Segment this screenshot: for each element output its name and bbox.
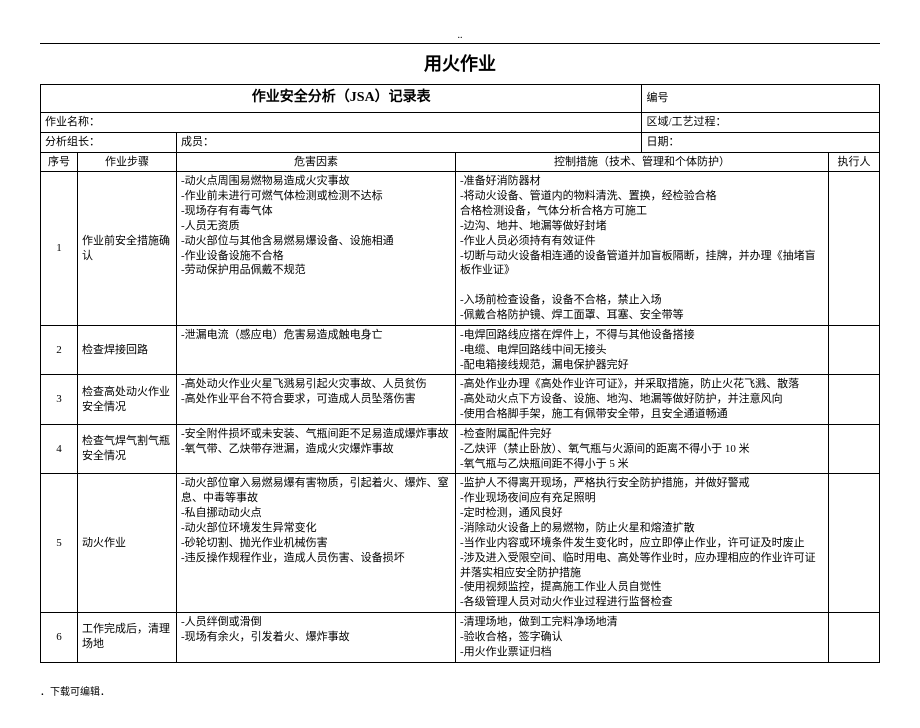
col-seq: 序号: [41, 152, 78, 172]
table-row: 6工作完成后，清理场地-人员绊倒或滑倒 -现场有余火，引发着火、爆炸事故-清理场…: [41, 613, 880, 663]
cell-seq: 4: [41, 424, 78, 474]
cell-seq: 1: [41, 172, 78, 325]
col-control: 控制措施（技术、管理和个体防护）: [456, 152, 829, 172]
cell-control: -电焊回路线应搭在焊件上，不得与其他设备搭接 -电缆、电焊回路线中间无接头 -配…: [456, 325, 829, 375]
table-row: 1作业前安全措施确认-动火点周围易燃物易造成火灾事故 -作业前未进行可燃气体检测…: [41, 172, 880, 325]
subtitle: 作业安全分析（JSA）记录表: [41, 85, 642, 113]
cell-executor: [829, 375, 880, 425]
cell-control: -清理场地，做到工完料净场地清 -验收合格，签字确认 -用火作业票证归档: [456, 613, 829, 663]
table-row: 4检查气焊气割气瓶安全情况-安全附件损坏或未安装、气瓶间距不足易造成爆炸事故 -…: [41, 424, 880, 474]
cell-executor: [829, 474, 880, 613]
header-row: 序号 作业步骤 危害因素 控制措施（技术、管理和个体防护） 执行人: [41, 152, 880, 172]
cell-control: -高处作业办理《高处作业许可证》，并采取措施，防止火花飞溅、散落 -高处动火点下…: [456, 375, 829, 425]
cell-control: -检查附属配件完好 -乙炔评（禁止卧放）、氧气瓶与火源间的距离不得小于 10 米…: [456, 424, 829, 474]
page-title: 用火作业: [40, 50, 880, 76]
cell-step: 动火作业: [78, 474, 177, 613]
col-hazard: 危害因素: [177, 152, 456, 172]
cell-control: -监护人不得离开现场，严格执行安全防护措施，并做好警戒 -作业现场夜间应有充足照…: [456, 474, 829, 613]
meta-row-2: 分析组长： 成员： 日期：: [41, 132, 880, 152]
cell-hazard: -人员绊倒或滑倒 -现场有余火，引发着火、爆炸事故: [177, 613, 456, 663]
top-rule: [40, 43, 880, 44]
area-label: 区域/工艺过程：: [642, 112, 880, 132]
jsa-table: 作业安全分析（JSA）记录表 编号 作业名称： 区域/工艺过程： 分析组长： 成…: [40, 84, 880, 663]
cell-hazard: -动火点周围易燃物易造成火灾事故 -作业前未进行可燃气体检测或检测不达标 -现场…: [177, 172, 456, 325]
cell-step: 作业前安全措施确认: [78, 172, 177, 325]
table-row: 3检查高处动火作业安全情况-高处动火作业火星飞溅易引起火灾事故、人员贫伤 -高处…: [41, 375, 880, 425]
cell-step: 检查气焊气割气瓶安全情况: [78, 424, 177, 474]
cell-step: 工作完成后，清理场地: [78, 613, 177, 663]
cell-seq: 6: [41, 613, 78, 663]
cell-executor: [829, 172, 880, 325]
subtitle-row: 作业安全分析（JSA）记录表 编号: [41, 85, 880, 113]
cell-executor: [829, 424, 880, 474]
leader-label: 分析组长：: [41, 132, 177, 152]
table-row: 5动火作业-动火部位窜入易燃易爆有害物质，引起着火、爆炸、窒息、中毒等事故 -私…: [41, 474, 880, 613]
cell-executor: [829, 325, 880, 375]
member-label: 成员：: [177, 132, 642, 152]
cell-seq: 2: [41, 325, 78, 375]
cell-hazard: -动火部位窜入易燃易爆有害物质，引起着火、爆炸、窒息、中毒等事故 -私自挪动动火…: [177, 474, 456, 613]
job-name-label: 作业名称：: [41, 112, 642, 132]
cell-step: 检查高处动火作业安全情况: [78, 375, 177, 425]
cell-step: 检查焊接回路: [78, 325, 177, 375]
footer-text: ．下载可编辑．: [40, 683, 880, 698]
cell-executor: [829, 613, 880, 663]
table-row: 2检查焊接回路-泄漏电流（感应电）危害易造成触电身亡-电焊回路线应搭在焊件上，不…: [41, 325, 880, 375]
cell-hazard: -高处动火作业火星飞溅易引起火灾事故、人员贫伤 -高处作业平台不符合要求，可造成…: [177, 375, 456, 425]
meta-row-1: 作业名称： 区域/工艺过程：: [41, 112, 880, 132]
cell-seq: 3: [41, 375, 78, 425]
code-label: 编号: [642, 85, 880, 113]
date-label: 日期：: [642, 132, 880, 152]
col-executor: 执行人: [829, 152, 880, 172]
cell-hazard: -安全附件损坏或未安装、气瓶间距不足易造成爆炸事故 -氧气带、乙炔带存泄漏，造成…: [177, 424, 456, 474]
col-step: 作业步骤: [78, 152, 177, 172]
cell-control: -准备好消防器材 -将动火设备、管道内的物料清洗、置换，经检验合格 合格检测设备…: [456, 172, 829, 325]
cell-seq: 5: [41, 474, 78, 613]
cell-hazard: -泄漏电流（感应电）危害易造成触电身亡: [177, 325, 456, 375]
top-dots: ..: [40, 30, 880, 41]
